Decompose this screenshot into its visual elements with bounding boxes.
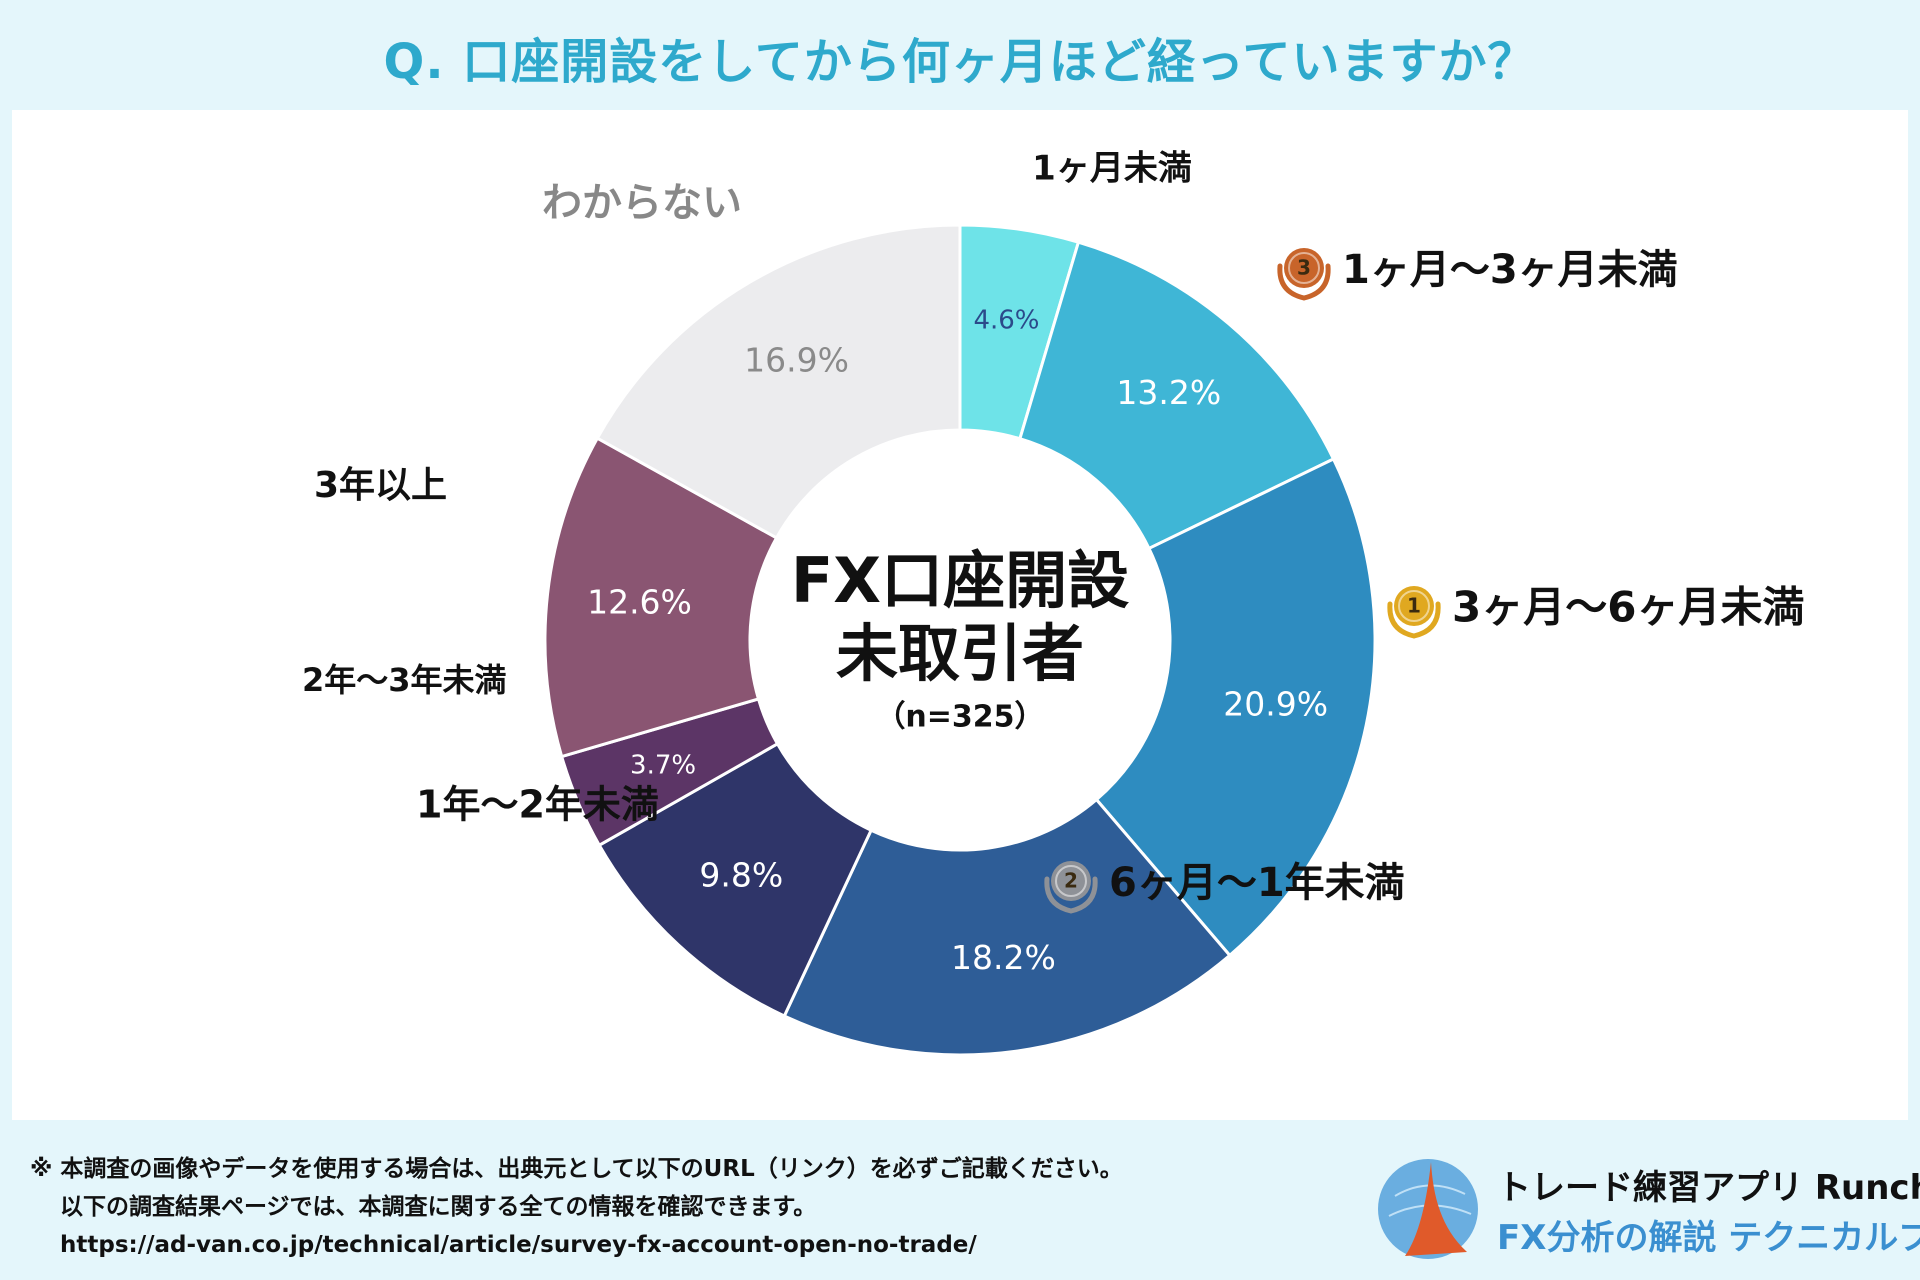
center-title-line2: 未取引者 xyxy=(836,617,1084,690)
value-label-5: 9.8% xyxy=(699,855,783,894)
rank-3-medal-icon: 3 xyxy=(1277,248,1331,301)
category-label-2: 1ヶ月〜3ヶ月未満 xyxy=(1342,247,1678,293)
sample-size-label: （n=325） xyxy=(875,700,1044,735)
value-label-8: 16.9% xyxy=(744,340,849,379)
category-label-1: 1ヶ月未満 xyxy=(1032,149,1192,189)
donut-segment-3 xyxy=(1094,457,1377,958)
donut-segment-4 xyxy=(782,797,1232,1057)
chart-panel: 4.6% 13.2% 20.9% 18.2% 9.8% 3.7% 12.6% 16.9% 1ヶ月… xyxy=(12,110,1908,1120)
value-label-1: 4.6% xyxy=(973,305,1039,335)
brand-tagline: FX分析の解説 テクニカルブック xyxy=(1497,1218,1920,1258)
donut-chart: 4.6% 13.2% 20.9% 18.2% 9.8% 3.7% 12.6% 16.9% 1ヶ月… xyxy=(302,149,1804,1057)
value-label-4: 18.2% xyxy=(951,938,1056,977)
category-label-7: 3年以上 xyxy=(314,465,447,506)
value-label-3: 20.9% xyxy=(1223,684,1328,723)
page-title: Q. 口座開設をしてから何ヶ月ほど経っていますか？ xyxy=(383,34,1537,90)
donut-segment-2 xyxy=(1018,240,1336,551)
donut-segment-7 xyxy=(543,436,779,759)
donut-segment-5 xyxy=(597,741,874,1018)
category-label-8: わからない xyxy=(542,180,742,226)
category-label-5: 1年〜2年未満 xyxy=(416,783,659,827)
category-label-6: 2年〜3年未満 xyxy=(302,661,507,699)
rank-2-medal-icon: 2 xyxy=(1044,861,1098,914)
source-note-line1: ※ 本調査の画像やデータを使用する場合は、出典元として以下のURL（リンク）を必… xyxy=(30,1156,1123,1182)
svg-text:3: 3 xyxy=(1297,256,1311,280)
value-label-7: 12.6% xyxy=(587,583,692,622)
svg-text:2: 2 xyxy=(1064,869,1078,893)
source-note: ※ 本調査の画像やデータを使用する場合は、出典元として以下のURL（リンク）を必… xyxy=(30,1150,1123,1264)
category-label-3: 3ヶ月〜6ヶ月未満 xyxy=(1452,583,1804,632)
source-url[interactable]: https://ad-van.co.jp/technical/article/s… xyxy=(60,1232,977,1258)
brand-block: トレード練習アプリ Runcha FX分析の解説 テクニカルブック xyxy=(1375,1150,1920,1270)
brand-app-name: トレード練習アプリ Runcha xyxy=(1497,1168,1920,1208)
category-label-4: 6ヶ月〜1年未満 xyxy=(1109,860,1405,906)
donut-segment-8 xyxy=(595,223,962,540)
runcha-logo-icon xyxy=(1378,1159,1478,1259)
value-label-2: 13.2% xyxy=(1116,373,1221,412)
svg-text:1: 1 xyxy=(1407,594,1421,618)
value-label-6: 3.7% xyxy=(630,750,696,780)
source-note-line2: 以下の調査結果ページでは、本調査に関する全ての情報を確認できます。 xyxy=(60,1194,817,1220)
center-title-line1: FX口座開設 xyxy=(791,544,1129,617)
rank-1-medal-icon: 1 xyxy=(1387,586,1441,639)
